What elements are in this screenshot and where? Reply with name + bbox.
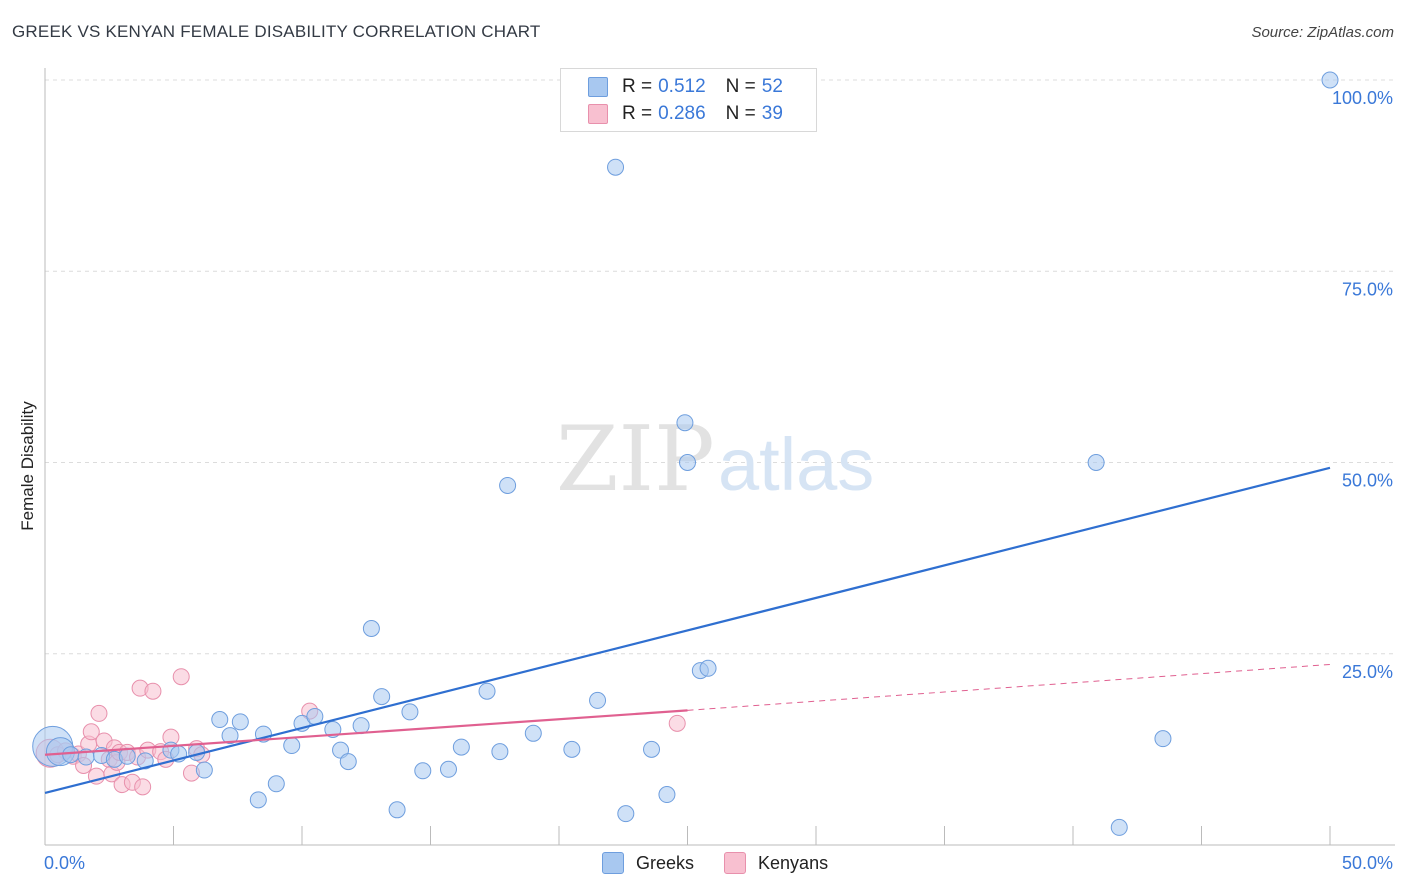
greeks-point bbox=[373, 688, 391, 706]
greeks-point bbox=[339, 753, 357, 771]
greeks-point bbox=[491, 743, 509, 761]
kenyans-point bbox=[144, 682, 162, 700]
series-legend: Greeks Kenyans bbox=[602, 852, 858, 874]
greeks-point bbox=[679, 454, 696, 471]
watermark-atlas: atlas bbox=[718, 423, 874, 506]
kenyans-legend-label: Kenyans bbox=[758, 852, 829, 873]
greeks-point bbox=[414, 762, 432, 780]
greeks-point bbox=[388, 801, 406, 819]
greeks-point bbox=[1154, 730, 1172, 748]
kenyans-trendline-extension bbox=[687, 663, 1331, 711]
greeks-point bbox=[1321, 71, 1339, 89]
kenyans-point bbox=[668, 714, 686, 732]
kenyans-swatch bbox=[588, 104, 608, 124]
n-label: N = bbox=[725, 76, 756, 97]
greeks-point bbox=[617, 805, 635, 823]
greeks-point bbox=[676, 414, 694, 432]
legend-item-kenyans[interactable]: Kenyans bbox=[724, 852, 828, 874]
greeks-legend-swatch bbox=[602, 852, 624, 874]
greeks-point bbox=[1087, 454, 1105, 471]
y-tick-label: 75.0% bbox=[1342, 279, 1393, 299]
greeks-point bbox=[62, 746, 80, 764]
greeks-legend-label: Greeks bbox=[636, 852, 695, 873]
greeks-point bbox=[283, 737, 301, 755]
y-tick-label: 100.0% bbox=[1332, 88, 1393, 108]
x-tick-label: 0.0% bbox=[44, 853, 85, 873]
greeks-swatch bbox=[588, 77, 608, 97]
stats-row-kenyans: R = 0.286 N = 39 bbox=[561, 101, 783, 127]
r-value: 0.512 bbox=[658, 76, 706, 97]
r-value: 0.286 bbox=[658, 103, 706, 124]
greeks-point bbox=[118, 747, 136, 765]
r-label: R = bbox=[622, 76, 653, 97]
n-value: 52 bbox=[761, 76, 783, 97]
greeks-point bbox=[499, 476, 517, 494]
y-axis-label: Female Disability bbox=[18, 401, 37, 531]
n-label: N = bbox=[725, 103, 756, 124]
kenyans-point bbox=[90, 704, 108, 722]
greeks-point bbox=[478, 682, 496, 700]
kenyans-point bbox=[172, 668, 190, 686]
greeks-point bbox=[195, 761, 213, 779]
greeks-point bbox=[362, 620, 380, 638]
r-label: R = bbox=[622, 103, 653, 124]
n-value: 39 bbox=[761, 103, 783, 124]
y-tick-label: 25.0% bbox=[1342, 662, 1393, 682]
x-tick-label: 50.0% bbox=[1342, 853, 1393, 873]
legend-item-greeks[interactable]: Greeks bbox=[602, 852, 694, 874]
stats-row-greeks: R = 0.512 N = 52 bbox=[561, 74, 783, 100]
greeks-point bbox=[1110, 818, 1128, 836]
greeks-point bbox=[221, 727, 239, 745]
tick-labels: 25.0% 50.0% 75.0% 100.0% 0.0% 50.0% bbox=[44, 88, 1393, 873]
kenyans-point bbox=[134, 778, 152, 796]
kenyans-legend-swatch bbox=[724, 852, 747, 874]
chart-title: GREEK VS KENYAN FEMALE DISABILITY CORREL… bbox=[12, 22, 541, 41]
greeks-point bbox=[211, 711, 229, 729]
greeks-point bbox=[563, 740, 581, 758]
kenyans-trendline bbox=[44, 709, 688, 756]
greeks-point bbox=[439, 760, 457, 778]
greeks-trendline bbox=[44, 466, 1331, 795]
axes bbox=[44, 68, 1395, 846]
source-label: Source: ZipAtlas.com bbox=[1251, 24, 1394, 41]
greeks-point bbox=[524, 724, 542, 742]
greeks-point bbox=[136, 752, 154, 770]
greeks-point bbox=[249, 791, 267, 809]
kenyans-point bbox=[82, 723, 100, 741]
greeks-point bbox=[306, 707, 324, 725]
y-tick-label: 50.0% bbox=[1342, 471, 1393, 491]
greeks-point bbox=[231, 713, 249, 731]
greeks-point bbox=[352, 717, 370, 735]
gridlines bbox=[45, 79, 1395, 655]
greeks-point bbox=[643, 740, 661, 758]
greeks-point bbox=[699, 659, 717, 677]
greeks-point bbox=[452, 738, 470, 756]
greeks-point bbox=[607, 158, 625, 176]
greeks-point bbox=[401, 703, 419, 721]
series-greeks bbox=[32, 71, 1339, 836]
greeks-point bbox=[589, 691, 607, 709]
trendlines bbox=[44, 466, 1331, 795]
greeks-point bbox=[658, 786, 676, 804]
greeks-point bbox=[267, 775, 285, 793]
stats-legend: R = 0.512 N = 52 R = 0.286 N = 39 bbox=[560, 68, 817, 132]
